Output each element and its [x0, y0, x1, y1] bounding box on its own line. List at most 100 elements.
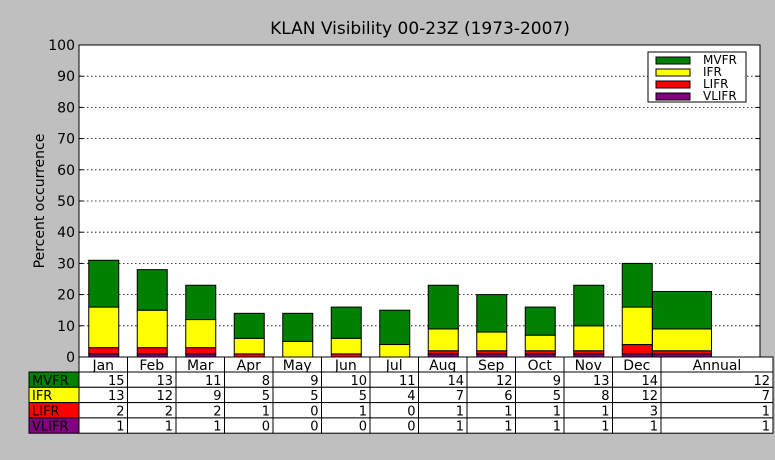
y-tick-label: 0 — [66, 350, 75, 366]
table-cell-value: 1 — [553, 420, 561, 435]
bar-lifr-dec — [621, 344, 653, 355]
table-cell-value: 14 — [641, 374, 658, 389]
x-category-label: May — [283, 358, 312, 374]
table-cell-value: 1 — [601, 404, 609, 419]
x-category-label: Mar — [187, 358, 214, 374]
table-cell-value: 0 — [310, 404, 318, 419]
y-axis-ticks: 0 10 20 30 40 50 60 70 80 90 100 — [48, 38, 760, 366]
y-tick-label: 10 — [57, 319, 75, 335]
table-cell-value: 12 — [753, 374, 770, 389]
table-cell-value: 9 — [553, 374, 561, 389]
table-cell-value: 1 — [213, 420, 221, 435]
bars — [88, 259, 712, 358]
table-cell-value: 14 — [447, 374, 464, 389]
bar-mvfr-jan — [88, 259, 120, 308]
table-cell-value: 1 — [650, 420, 658, 435]
table-cell-value: 1 — [262, 404, 270, 419]
table-cell-value: 11 — [205, 374, 222, 389]
table-cell-value: 12 — [496, 374, 513, 389]
y-tick-label: 30 — [57, 256, 75, 272]
table-cell-value: 2 — [213, 404, 221, 419]
table-cell — [660, 386, 774, 404]
chart-title: KLAN Visibility 00-23Z (1973-2007) — [270, 19, 570, 39]
table-cell — [660, 402, 774, 419]
y-tick-label: 90 — [57, 69, 75, 85]
x-category-label: Nov — [575, 358, 602, 374]
x-category-label: Jan — [91, 358, 114, 374]
legend-swatch-ifr — [655, 68, 691, 77]
bar-mvfr-nov — [573, 284, 605, 327]
bar-lifr-feb — [136, 347, 168, 355]
data-table: Jan Feb Mar Apr May Jun Jul Aug Sep Oct Nov Dec Annu… — [28, 356, 774, 435]
legend-label-mvfr: MVFR — [703, 53, 737, 67]
table-cell-value: 9 — [213, 389, 221, 404]
table-cell-value: 3 — [650, 404, 658, 419]
bar-mvfr-jul — [379, 309, 411, 346]
legend-swatch-lifr — [655, 80, 691, 89]
bar-mvfr-annual — [652, 290, 712, 330]
table-cell-value: 12 — [641, 389, 658, 404]
bar-lifr-mar — [185, 347, 217, 355]
bar-ifr-sep — [476, 331, 508, 352]
table-cell-value: 0 — [310, 420, 318, 435]
table-cell-value: 1 — [456, 404, 464, 419]
bar-mvfr-mar — [185, 284, 217, 321]
y-axis-label: Percent occurrence — [32, 134, 48, 269]
table-cell-value: 8 — [262, 374, 270, 389]
bar-mvfr-dec — [621, 262, 653, 308]
bar-ifr-jul — [379, 344, 411, 358]
table-cell-value: 1 — [456, 420, 464, 435]
bar-mvfr-jun — [330, 306, 362, 339]
x-category-label: Apr — [237, 358, 261, 374]
table-row-label-vlifr: VLIFR — [32, 420, 68, 435]
table-cell-value: 5 — [310, 389, 318, 404]
table-cell-value: 5 — [553, 389, 561, 404]
x-category-label: Aug — [429, 358, 456, 374]
legend-swatch-mvfr — [655, 56, 691, 65]
x-category-label: Sep — [478, 358, 505, 374]
table-cell-value: 4 — [407, 389, 415, 404]
legend-swatch-vlifr — [655, 92, 691, 101]
table-cell-value: 9 — [310, 374, 318, 389]
bar-mvfr-aug — [427, 284, 459, 330]
table-cell-value: 10 — [350, 374, 367, 389]
table-cell-value: 0 — [407, 420, 415, 435]
table-cell-value: 1 — [504, 404, 512, 419]
table-cell-value: 1 — [504, 420, 512, 435]
bar-mvfr-may — [282, 312, 314, 342]
y-tick-label: 100 — [48, 38, 75, 54]
x-category-label: Annual — [693, 358, 742, 374]
table-cell-value: 11 — [399, 374, 416, 389]
table-cell-value: 5 — [262, 389, 270, 404]
legend-label-vlifr: VLIFR — [703, 89, 737, 103]
table-row-label-ifr: IFR — [32, 389, 52, 404]
x-category-label: Oct — [528, 358, 553, 374]
bar-mvfr-feb — [136, 269, 168, 311]
y-tick-label: 60 — [57, 163, 75, 179]
table-cell-value: 1 — [762, 404, 770, 419]
table-cell — [660, 417, 774, 434]
table-cell-value: 5 — [359, 389, 367, 404]
x-category-label: Jul — [385, 358, 403, 374]
bar-mvfr-apr — [233, 312, 265, 339]
bar-mvfr-oct — [524, 306, 556, 336]
bar-ifr-jun — [330, 337, 362, 355]
y-tick-label: 80 — [57, 100, 75, 116]
bar-ifr-mar — [185, 319, 217, 349]
bar-ifr-dec — [621, 306, 653, 346]
legend-label-lifr: LIFR — [703, 77, 728, 91]
table-cell-value: 13 — [108, 389, 125, 404]
table-cell-value: 0 — [407, 404, 415, 419]
legend-label-ifr: IFR — [703, 65, 722, 79]
table-cell-value: 13 — [593, 374, 610, 389]
table-cell-value: 15 — [108, 374, 125, 389]
x-category-label: Jun — [334, 358, 357, 374]
y-tick-label: 70 — [57, 132, 75, 148]
bar-ifr-nov — [573, 325, 605, 352]
bar-ifr-may — [282, 340, 314, 358]
table-cell-value: 2 — [116, 404, 124, 419]
table-row-label-lifr: LIFR — [32, 404, 60, 419]
table-cell-value: 7 — [456, 389, 464, 404]
